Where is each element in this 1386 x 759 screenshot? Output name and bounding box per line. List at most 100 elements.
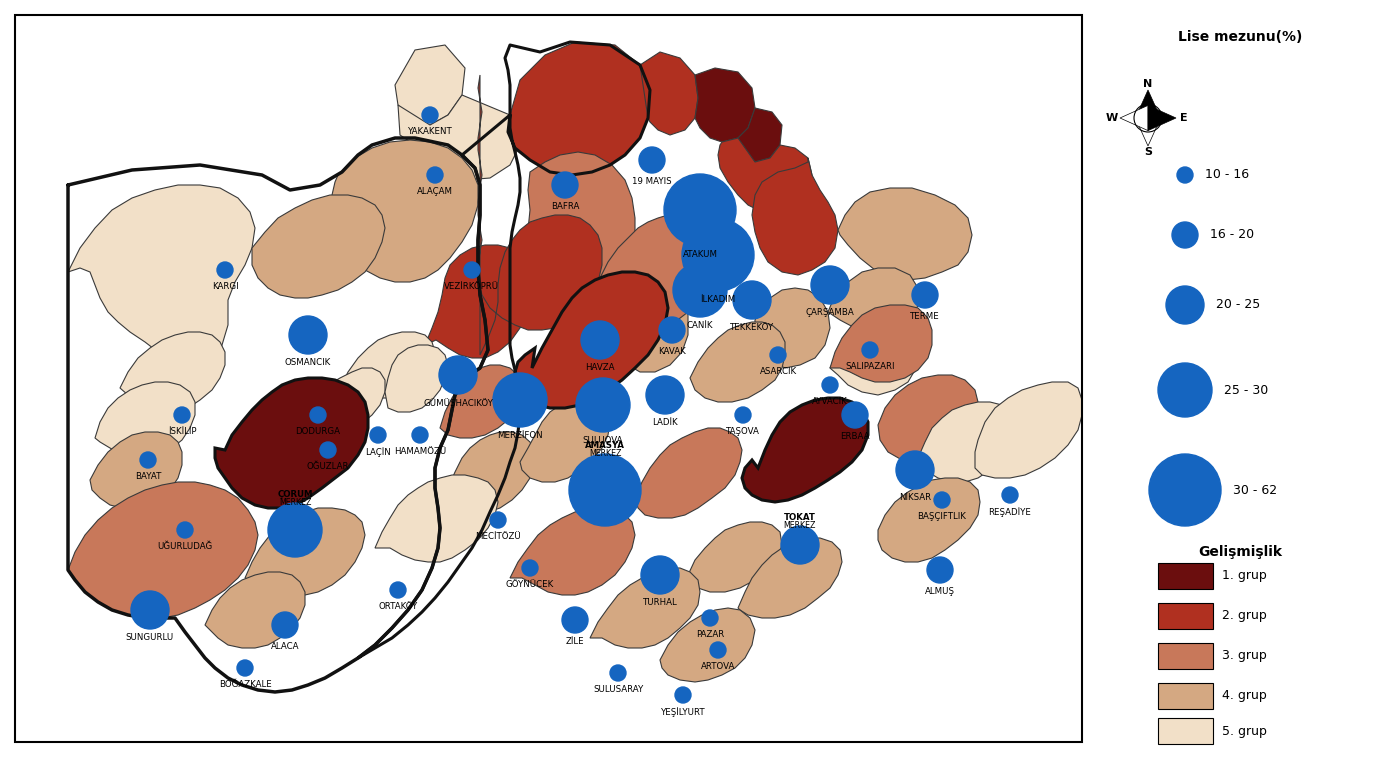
Circle shape [177, 522, 193, 538]
Text: TERME: TERME [911, 312, 940, 321]
Text: MERKEZ: MERKEZ [279, 498, 312, 507]
Polygon shape [426, 245, 532, 358]
Circle shape [674, 263, 728, 317]
Text: ATAKUM: ATAKUM [682, 250, 718, 259]
Polygon shape [839, 188, 972, 280]
Polygon shape [205, 572, 305, 648]
Polygon shape [635, 428, 742, 518]
Polygon shape [830, 305, 931, 382]
Polygon shape [1135, 118, 1160, 146]
Text: KARGI: KARGI [212, 282, 238, 291]
Text: YEŞİLYURT: YEŞİLYURT [661, 707, 705, 716]
Polygon shape [877, 478, 980, 562]
Text: ORTAKÖY: ORTAKÖY [378, 602, 417, 611]
Text: İSKİLİP: İSKİLİP [168, 427, 197, 436]
Circle shape [658, 317, 685, 343]
Circle shape [1149, 454, 1221, 526]
Text: SULUSARAY: SULUSARAY [593, 685, 643, 694]
Bar [15, 15, 1082, 742]
Circle shape [577, 378, 631, 432]
Polygon shape [1120, 106, 1148, 131]
Text: LADİK: LADİK [653, 418, 678, 427]
Text: AYVACIK: AYVACIK [812, 397, 848, 406]
Circle shape [1173, 222, 1198, 248]
Text: GÖYNÜCEK: GÖYNÜCEK [506, 580, 554, 589]
Polygon shape [595, 215, 708, 330]
Text: ZİLE: ZİLE [565, 637, 585, 646]
Circle shape [370, 427, 385, 443]
Circle shape [132, 591, 169, 629]
Text: ALMUŞ: ALMUŞ [924, 587, 955, 596]
Polygon shape [302, 368, 385, 435]
Text: N: N [1143, 79, 1153, 89]
Circle shape [646, 376, 685, 414]
Text: PAZAR: PAZAR [696, 630, 723, 639]
Polygon shape [121, 332, 225, 412]
Circle shape [175, 407, 190, 423]
Polygon shape [687, 522, 782, 592]
Text: KAVAK: KAVAK [658, 347, 686, 356]
Text: HAMAMÖZÜ: HAMAMÖZÜ [394, 447, 446, 456]
Circle shape [570, 454, 640, 526]
Circle shape [771, 347, 786, 363]
Polygon shape [974, 382, 1082, 478]
Bar [1157, 718, 1213, 744]
Text: Lise mezunu(%): Lise mezunu(%) [1178, 30, 1303, 44]
Polygon shape [510, 508, 635, 595]
Circle shape [639, 147, 665, 173]
Text: Gelişmişlik: Gelişmişlik [1198, 545, 1282, 559]
Polygon shape [510, 152, 635, 308]
Circle shape [640, 556, 679, 594]
Text: 20 - 25: 20 - 25 [1216, 298, 1260, 311]
Text: MERKEZ: MERKEZ [783, 521, 816, 530]
Polygon shape [656, 238, 728, 308]
Text: REŞADİYE: REŞADİYE [988, 507, 1031, 517]
Text: 10 - 16: 10 - 16 [1204, 168, 1249, 181]
Text: 19 MAYIS: 19 MAYIS [632, 177, 672, 186]
Circle shape [439, 356, 477, 394]
Circle shape [811, 266, 850, 304]
Polygon shape [520, 398, 610, 482]
Text: 1. grup: 1. grup [1222, 569, 1267, 582]
Circle shape [735, 407, 751, 423]
Circle shape [237, 660, 254, 676]
Text: 2. grup: 2. grup [1222, 609, 1267, 622]
Text: VEZİRKÖPRÜ: VEZİRKÖPRÜ [445, 282, 499, 291]
Text: MECİTÖZÜ: MECİTÖZÜ [475, 532, 521, 541]
Text: BAYAT: BAYAT [134, 472, 161, 481]
Text: S: S [1143, 147, 1152, 157]
Text: AMASYA: AMASYA [585, 441, 625, 450]
Text: 25 - 30: 25 - 30 [1224, 383, 1268, 396]
Polygon shape [737, 538, 843, 618]
Text: ÇARŞAMBA: ÇARŞAMBA [805, 308, 854, 317]
Text: W: W [1106, 113, 1119, 123]
Polygon shape [877, 375, 979, 462]
Polygon shape [830, 335, 915, 395]
Text: 3. grup: 3. grup [1222, 650, 1267, 663]
Circle shape [310, 407, 326, 423]
Text: 5. grup: 5. grup [1222, 725, 1267, 738]
Text: NİKSAR: NİKSAR [900, 493, 931, 502]
Text: CANİK: CANİK [686, 321, 714, 330]
Polygon shape [385, 345, 448, 412]
Polygon shape [478, 75, 602, 355]
Text: OĞUZLAR: OĞUZLAR [306, 462, 349, 471]
Circle shape [701, 610, 718, 626]
Polygon shape [376, 475, 498, 562]
Polygon shape [215, 378, 369, 508]
Bar [1157, 603, 1213, 629]
Circle shape [675, 687, 692, 703]
Circle shape [464, 262, 480, 278]
Polygon shape [590, 568, 700, 648]
Text: TURHAL: TURHAL [643, 598, 678, 607]
Bar [1157, 563, 1213, 589]
Polygon shape [333, 140, 478, 282]
Circle shape [491, 512, 506, 528]
Polygon shape [610, 285, 687, 372]
Circle shape [682, 219, 754, 291]
Circle shape [140, 452, 157, 468]
Text: ALAÇAM: ALAÇAM [417, 187, 453, 196]
Text: YAKAKENT: YAKAKENT [407, 127, 452, 136]
Polygon shape [633, 238, 728, 322]
Circle shape [421, 107, 438, 123]
